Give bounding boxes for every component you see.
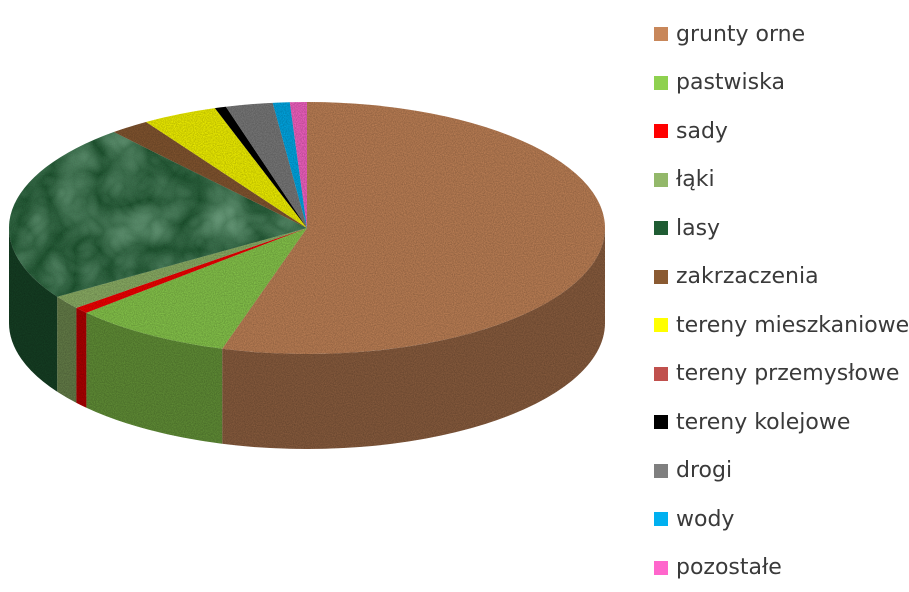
legend-swatch	[654, 415, 668, 429]
legend-label: grunty orne	[676, 22, 805, 47]
legend-item-zakrzaczenia: zakrzaczenia	[654, 253, 909, 302]
legend-item-lasy: lasy	[654, 204, 909, 253]
legend-item-sady: sady	[654, 107, 909, 156]
legend-item-drogi: drogi	[654, 447, 909, 496]
legend-label: drogi	[676, 458, 732, 483]
legend-label: zakrzaczenia	[676, 264, 819, 289]
legend-label: tereny mieszkaniowe	[676, 313, 909, 338]
legend-swatch	[654, 512, 668, 526]
legend-swatch	[654, 221, 668, 235]
legend-swatch	[654, 76, 668, 90]
legend-swatch	[654, 27, 668, 41]
legend-item-grunty-orne: grunty orne	[654, 10, 909, 59]
legend-swatch	[654, 124, 668, 138]
legend-item-tereny-przemyslowe: tereny przemysłowe	[654, 350, 909, 399]
legend-label: lasy	[676, 216, 720, 241]
legend-swatch	[654, 464, 668, 478]
legend-swatch	[654, 318, 668, 332]
legend: grunty orne pastwiska sady łąki lasy zakrzacz…	[654, 10, 909, 592]
legend-label: pastwiska	[676, 70, 785, 95]
legend-label: łąki	[676, 167, 715, 192]
legend-label: tereny kolejowe	[676, 410, 850, 435]
legend-item-tereny-mieszkaniowe: tereny mieszkaniowe	[654, 301, 909, 350]
legend-swatch	[654, 173, 668, 187]
legend-swatch	[654, 270, 668, 284]
legend-item-laki: łąki	[654, 156, 909, 205]
legend-label: sady	[676, 119, 728, 144]
legend-label: wody	[676, 507, 734, 532]
legend-item-pastwiska: pastwiska	[654, 59, 909, 108]
legend-item-wody: wody	[654, 495, 909, 544]
legend-swatch	[654, 367, 668, 381]
legend-label: tereny przemysłowe	[676, 361, 899, 386]
legend-item-tereny-kolejowe: tereny kolejowe	[654, 398, 909, 447]
